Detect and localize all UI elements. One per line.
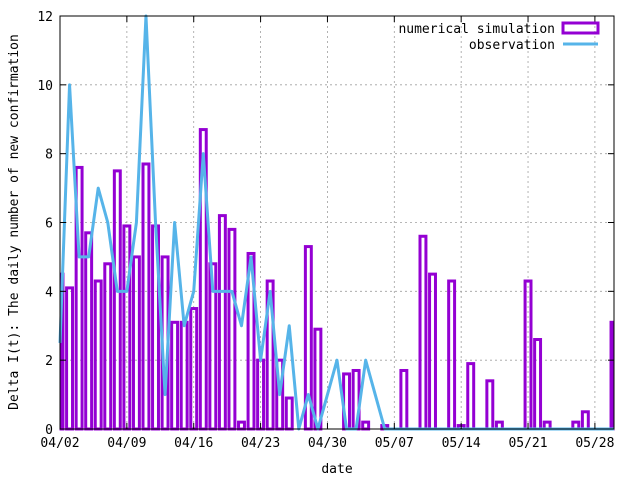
- simulation-bar: [170, 320, 180, 431]
- y-tick-label: 12: [37, 10, 53, 25]
- y-tick-label: 2: [45, 354, 53, 369]
- simulation-bar: [131, 255, 141, 431]
- simulation-bar: [65, 286, 75, 431]
- simulation-bar: [580, 410, 590, 431]
- y-axis-ticks: 0 2 4 6 8 10 12: [37, 10, 614, 438]
- x-tick-label: 04/02: [40, 436, 79, 451]
- simulation-bar: [447, 279, 457, 431]
- simulation-bar: [313, 327, 323, 431]
- legend-swatch-simulation: [561, 21, 600, 35]
- y-tick-label: 8: [45, 148, 53, 163]
- simulation-bar: [485, 379, 495, 431]
- x-tick-label: 04/30: [308, 436, 347, 451]
- simulation-bar: [93, 279, 103, 431]
- simulation-bar: [609, 320, 615, 431]
- simulation-bar: [227, 227, 237, 431]
- simulation-bar: [399, 368, 409, 431]
- simulation-bar: [237, 420, 246, 431]
- simulation-bar: [428, 272, 437, 431]
- simulation-bar: [217, 214, 227, 431]
- simulation-bar: [256, 358, 266, 431]
- x-axis-ticks: 04/02 04/09 04/16 04/23 04/30 05/07 05/14 05/21…: [40, 16, 614, 451]
- simulation-bars: [59, 128, 615, 431]
- grid-lines: [60, 16, 614, 429]
- simulation-bar: [418, 234, 428, 431]
- simulation-bar: [361, 420, 371, 431]
- y-tick-label: 6: [45, 217, 53, 232]
- simulation-bar: [466, 362, 476, 431]
- simulation-bar: [179, 320, 189, 431]
- x-tick-label: 04/23: [241, 436, 280, 451]
- x-tick-label: 05/14: [442, 436, 481, 451]
- y-tick-label: 0: [45, 423, 53, 438]
- simulation-bar: [84, 231, 94, 431]
- legend: numerical simulation observation: [398, 21, 600, 53]
- x-tick-label: 04/09: [107, 436, 146, 451]
- x-tick-label: 05/28: [575, 436, 614, 451]
- legend-label-observation: observation: [469, 38, 555, 53]
- y-tick-label: 10: [37, 79, 53, 94]
- x-tick-label: 05/21: [508, 436, 547, 451]
- simulation-bar: [533, 338, 543, 431]
- x-tick-label: 05/07: [375, 436, 414, 451]
- x-axis-label: date: [321, 462, 352, 477]
- simulation-bar: [284, 396, 294, 431]
- simulation-bar: [112, 169, 122, 431]
- y-tick-label: 4: [45, 285, 53, 300]
- y-axis-label: Delta I(t): The daily number of new conf…: [7, 34, 22, 410]
- simulation-bar: [141, 162, 151, 431]
- simulation-bar: [103, 262, 113, 431]
- legend-label-simulation: numerical simulation: [398, 22, 555, 37]
- x-tick-label: 04/16: [174, 436, 213, 451]
